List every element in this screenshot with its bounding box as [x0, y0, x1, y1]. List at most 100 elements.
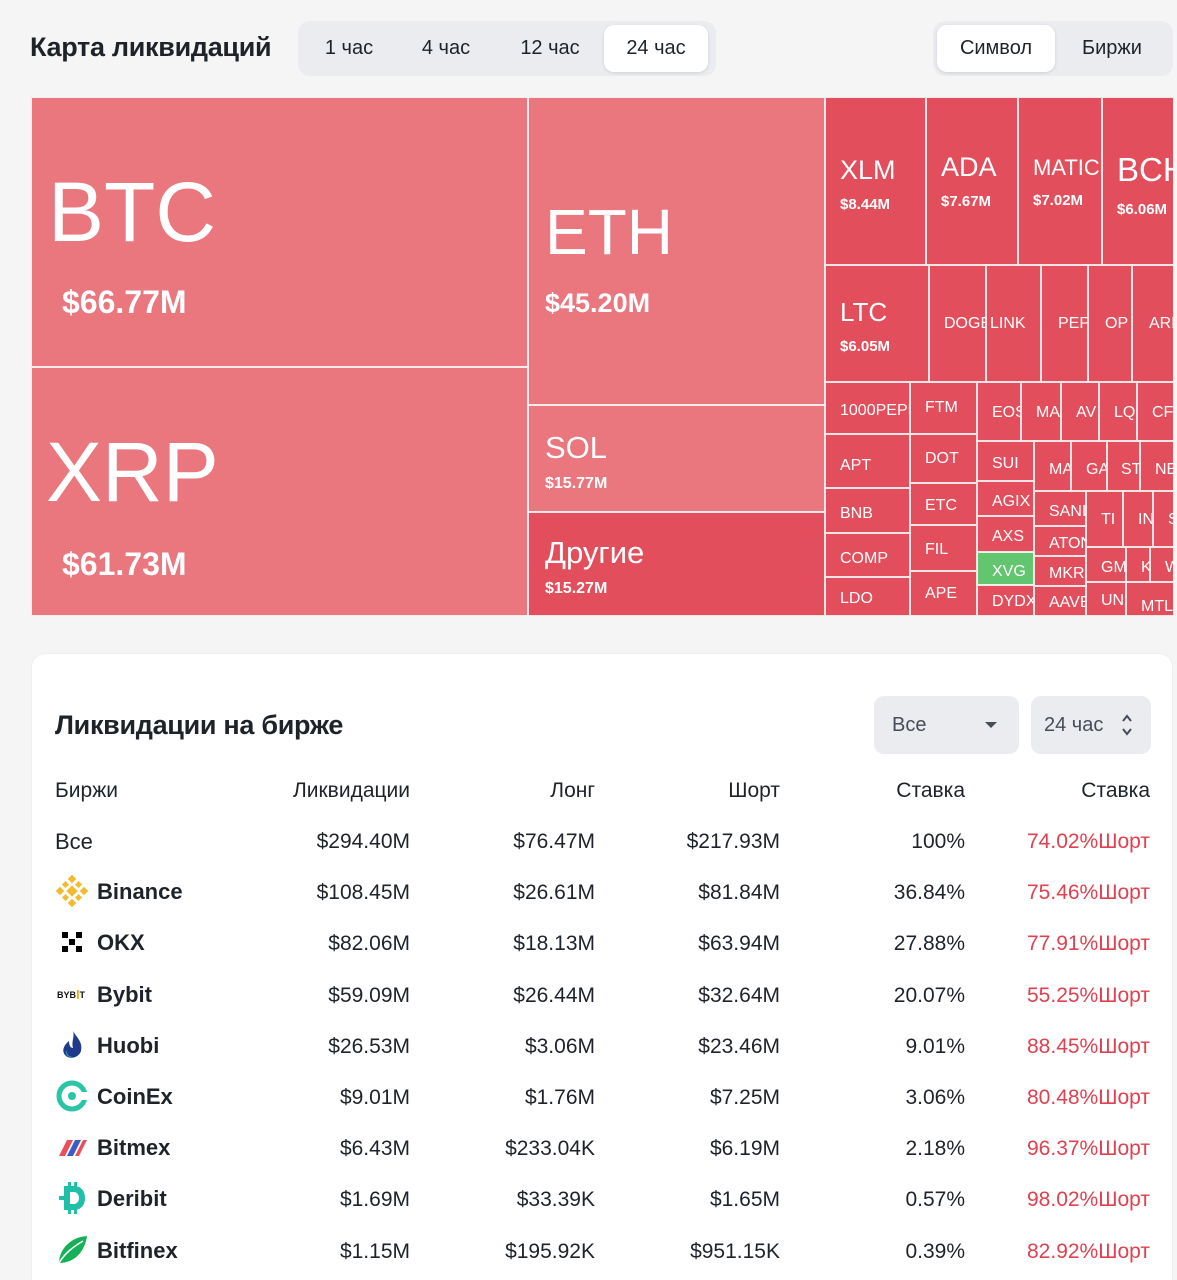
treemap-symbol: SANI: [1049, 503, 1086, 520]
side-rate-value: 75.46%Шорт: [1027, 881, 1150, 905]
treemap-symbol: EOS: [992, 404, 1020, 421]
treemap-tile[interactable]: SOL $15.77M: [528, 405, 825, 512]
treemap-tile[interactable]: DOGE: [929, 265, 986, 382]
exchange-name: Deribit: [97, 1186, 167, 1212]
treemap-tile[interactable]: MA: [1021, 382, 1061, 441]
treemap-tile[interactable]: OP: [1088, 265, 1132, 382]
side-rate-value: 74.02%Шорт: [1027, 830, 1150, 853]
sort-updown-icon: [1122, 714, 1132, 736]
exchange-liquidations-card: Ликвидации на бирже Все 24 час Биржи Лик…: [31, 653, 1173, 1280]
treemap-tile[interactable]: UN: [1086, 582, 1126, 616]
treemap-tile[interactable]: MA: [1034, 441, 1071, 491]
short-value: $63.94M: [698, 932, 780, 956]
treemap-tile[interactable]: LINK: [986, 265, 1041, 382]
rate-value: 36.84%: [893, 881, 965, 905]
short-value: $217.93M: [686, 830, 780, 853]
treemap-tile[interactable]: W: [1150, 547, 1173, 582]
treemap-tile[interactable]: LDO: [825, 577, 910, 616]
treemap-tile[interactable]: ARB: [1132, 265, 1173, 382]
treemap-tile[interactable]: COMP: [825, 533, 910, 577]
treemap-tile[interactable]: DOT: [910, 434, 977, 483]
tab-24h[interactable]: 24 час: [604, 25, 708, 72]
short-value: $6.19M: [709, 1137, 780, 1161]
treemap-tile[interactable]: ETC: [910, 483, 977, 525]
treemap-tile[interactable]: EOS: [977, 382, 1021, 441]
col-liquidations: Ликвидации: [292, 779, 410, 802]
exchange-name: Bitfinex: [97, 1237, 178, 1263]
short-value: $81.84M: [698, 881, 780, 905]
treemap-symbol: AV: [1076, 404, 1097, 421]
treemap-tile[interactable]: MKR: [1034, 556, 1086, 586]
col-exchange: Биржи: [55, 779, 118, 802]
treemap-tile[interactable]: 1000PEPE: [825, 382, 910, 434]
treemap-tile[interactable]: BNB: [825, 488, 910, 533]
exchange-name: Все: [55, 829, 93, 854]
treemap-tile[interactable]: MTL: [1126, 582, 1173, 616]
liquidations-value: $294.40M: [316, 830, 410, 853]
side-rate-value: 88.45%Шорт: [1027, 1034, 1150, 1058]
treemap-symbol: AXS: [992, 528, 1025, 545]
tab-exchanges[interactable]: Биржи: [1082, 37, 1142, 59]
side-rate-value: 96.37%Шорт: [1027, 1137, 1150, 1161]
tab-4h[interactable]: 4 час: [421, 37, 471, 59]
exchange-filter-select[interactable]: Все: [874, 696, 1019, 754]
treemap-symbol: IN: [1138, 511, 1153, 528]
treemap-tile[interactable]: AXS: [977, 516, 1034, 552]
treemap-tile[interactable]: TI: [1086, 491, 1123, 547]
treemap-tile[interactable]: XVG: [977, 552, 1034, 585]
long-value: $33.39K: [516, 1188, 595, 1212]
treemap-symbol: FTM: [925, 399, 958, 416]
treemap-tile[interactable]: MATIC $7.02M: [1018, 97, 1102, 265]
treemap-tile[interactable]: AV: [1061, 382, 1099, 441]
treemap-tile[interactable]: APT: [825, 434, 910, 488]
treemap-tile[interactable]: LQ: [1099, 382, 1137, 441]
treemap-tile[interactable]: XLM $8.44M: [825, 97, 926, 265]
treemap-tile[interactable]: AAVE: [1034, 586, 1086, 616]
liquidations-value: $82.06M: [328, 932, 410, 956]
rate-value: 2.18%: [905, 1137, 965, 1161]
treemap-tile[interactable]: SUI: [977, 441, 1034, 481]
treemap-tile[interactable]: APE: [910, 571, 977, 616]
treemap-tile[interactable]: XRP $61.73M: [31, 367, 528, 616]
treemap-tile[interactable]: FTM: [910, 382, 977, 434]
treemap-symbol: Другие: [545, 535, 645, 570]
treemap-symbol: ADA: [941, 152, 997, 182]
treemap-tile[interactable]: LTC $6.05M: [825, 265, 929, 382]
tab-1h[interactable]: 1 час: [324, 37, 374, 59]
treemap-tile[interactable]: ST: [1107, 441, 1140, 491]
treemap-tile[interactable]: GM: [1086, 547, 1126, 582]
treemap-tile[interactable]: NE: [1140, 441, 1173, 491]
liquidations-value: $26.53M: [328, 1034, 410, 1058]
treemap-symbol: K: [1141, 560, 1149, 576]
treemap-tile[interactable]: ADA $7.67M: [926, 97, 1018, 265]
tab-12h[interactable]: 12 час: [520, 37, 580, 59]
treemap-tile[interactable]: GA: [1071, 441, 1107, 491]
section-title: Ликвидации на бирже: [55, 710, 344, 740]
treemap-tile[interactable]: Другие $15.27M: [528, 512, 825, 616]
huobi-icon: [55, 1028, 89, 1062]
treemap-value: $61.73M: [62, 546, 187, 582]
treemap-tile[interactable]: K: [1126, 547, 1150, 582]
treemap-tile[interactable]: CF: [1137, 382, 1173, 441]
treemap-tile[interactable]: PEPE: [1041, 265, 1088, 382]
treemap-tile[interactable]: BCH $6.06M: [1102, 97, 1173, 265]
short-value: $7.25M: [709, 1086, 780, 1109]
treemap-tile[interactable]: DYDX: [977, 585, 1034, 616]
liquidations-value: $1.15M: [339, 1239, 410, 1263]
treemap-symbol: DOT: [925, 450, 959, 467]
treemap-tile[interactable]: BTC $66.77M: [31, 97, 528, 367]
treemap-value: $66.77M: [62, 284, 187, 320]
treemap-symbol: MA: [1049, 461, 1071, 478]
timeframe-select[interactable]: 24 час: [1031, 696, 1151, 754]
treemap-symbol: OP: [1105, 315, 1129, 332]
treemap-tile[interactable]: SANI: [1034, 491, 1086, 526]
treemap-tile[interactable]: ATON: [1034, 526, 1086, 556]
treemap-tile[interactable]: IN: [1123, 491, 1153, 547]
tab-symbol[interactable]: Символ: [937, 25, 1055, 72]
treemap-tile[interactable]: SI: [1153, 491, 1173, 547]
coinex-icon: [55, 1079, 89, 1113]
treemap-tile[interactable]: AGIX: [977, 481, 1034, 516]
treemap-tile[interactable]: FIL: [910, 525, 977, 571]
treemap-tile[interactable]: ETH $45.20M: [528, 97, 825, 405]
